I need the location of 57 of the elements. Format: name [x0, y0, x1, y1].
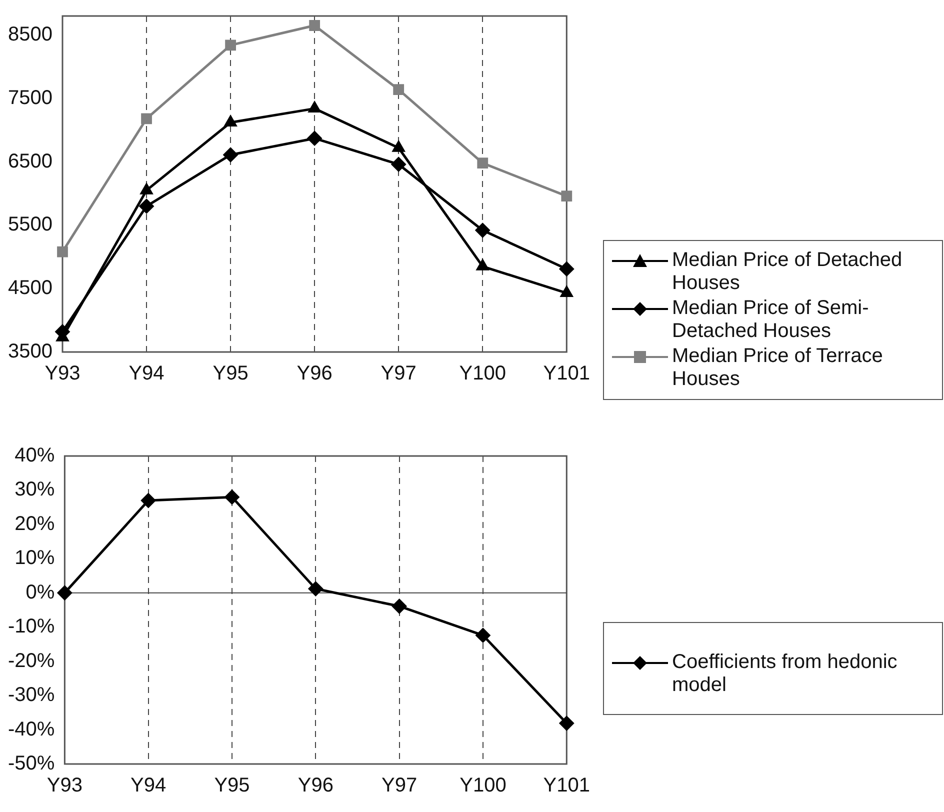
y-tick-label: 5500 [8, 214, 52, 236]
legend-label: Coefficients from hedonic model [672, 651, 898, 697]
y-tick-label: -50% [8, 752, 55, 775]
y-tick-label: 8500 [8, 24, 52, 46]
x-tick-label: Y100 [459, 362, 506, 385]
x-tick-label: Y93 [46, 774, 82, 797]
x-tick-label: Y96 [298, 774, 334, 797]
point [475, 628, 490, 643]
point [392, 598, 407, 614]
y-tick-label: 6500 [8, 150, 52, 172]
legend-label: Median Price of Semi-Detached Houses [672, 297, 870, 343]
x-tick-label: Y101 [543, 362, 590, 385]
y-tick-label: -10% [8, 616, 55, 638]
point [223, 147, 238, 162]
point [475, 222, 490, 238]
x-tick-label: Y94 [128, 362, 164, 385]
y-tick-label: 20% [14, 512, 55, 535]
point [57, 585, 72, 600]
point [224, 490, 240, 505]
point [307, 130, 322, 146]
legend-label: Median Price of Detached Houses [672, 249, 904, 295]
point [560, 286, 574, 298]
point [391, 156, 406, 172]
y-tick-label: 10% [14, 547, 55, 570]
point [139, 198, 154, 214]
x-tick-label: Y95 [212, 362, 248, 385]
point [308, 101, 322, 113]
x-tick-label: Y95 [214, 774, 250, 797]
y-tick-label: 0% [26, 581, 55, 604]
point [477, 158, 488, 169]
x-tick-label: Y97 [380, 362, 416, 385]
y-tick-label: -30% [8, 684, 55, 706]
y-tick-label: 3500 [8, 340, 52, 363]
point [57, 246, 68, 258]
y-tick-label: -40% [8, 718, 55, 740]
y-tick-label: 4500 [8, 277, 52, 300]
point [559, 261, 574, 276]
point [224, 115, 238, 127]
point [393, 84, 404, 95]
point [559, 716, 574, 731]
point [140, 492, 156, 508]
x-tick-label: Y93 [44, 362, 80, 385]
x-tick-label: Y94 [130, 774, 166, 797]
y-tick-label: 30% [14, 478, 55, 501]
y-tick-label: 7500 [8, 86, 52, 109]
point [141, 113, 152, 124]
x-tick-label: Y97 [382, 774, 418, 797]
point [308, 581, 324, 596]
point [225, 40, 236, 51]
x-tick-label: Y101 [543, 774, 590, 797]
legend-label: Median Price of Terrace Houses [672, 345, 884, 391]
point [309, 20, 320, 31]
point [561, 190, 572, 202]
y-tick-label: 40% [14, 444, 55, 467]
y-tick-label: -20% [8, 650, 55, 672]
x-tick-label: Y100 [460, 774, 506, 797]
x-tick-label: Y96 [296, 362, 332, 385]
